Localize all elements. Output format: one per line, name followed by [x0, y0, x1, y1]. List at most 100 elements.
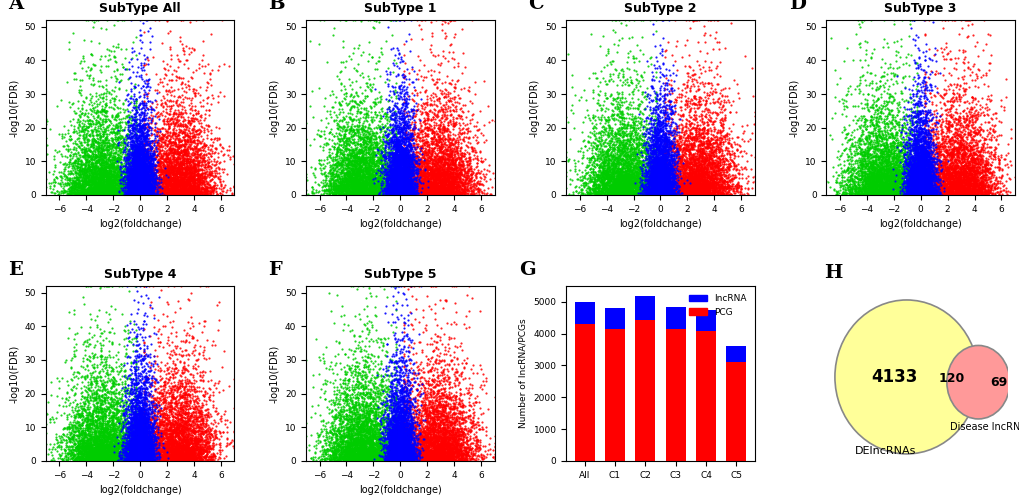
Point — [969, 152, 985, 160]
Point — [914, 181, 930, 189]
Point — [693, 168, 709, 176]
Point — [651, 180, 667, 188]
Point — [684, 184, 700, 192]
Point — [82, 190, 98, 198]
Point — [479, 446, 495, 454]
Point — [441, 181, 458, 189]
Point — [131, 181, 148, 189]
Point — [359, 445, 375, 453]
Point — [185, 442, 202, 450]
Point — [149, 444, 165, 452]
Point — [895, 150, 911, 158]
Point — [713, 122, 730, 130]
Point — [338, 189, 355, 197]
Point — [176, 358, 193, 366]
Point — [389, 162, 406, 170]
Point — [857, 132, 873, 140]
Point — [339, 176, 356, 184]
Point — [390, 450, 407, 458]
Point — [949, 189, 965, 197]
Point — [673, 154, 689, 162]
Point — [428, 452, 444, 460]
Point — [880, 180, 897, 188]
Point — [327, 359, 343, 367]
Point — [919, 168, 935, 176]
Point — [877, 101, 894, 109]
Point — [470, 421, 486, 429]
Point — [401, 437, 418, 445]
Point — [98, 112, 114, 120]
Point — [871, 183, 888, 191]
Point — [923, 177, 940, 185]
Point — [334, 190, 351, 198]
Point — [139, 419, 155, 427]
Point — [953, 151, 969, 159]
Point — [981, 129, 998, 137]
Point — [391, 182, 408, 190]
Point — [384, 426, 400, 434]
Point — [675, 176, 691, 184]
Point — [129, 171, 146, 179]
Point — [172, 435, 189, 443]
Point — [135, 140, 151, 148]
Point — [327, 412, 343, 420]
Point — [649, 167, 665, 175]
Point — [125, 154, 142, 162]
Point — [913, 190, 929, 198]
Point — [672, 169, 688, 177]
Point — [989, 173, 1006, 181]
Point — [875, 16, 892, 24]
Point — [414, 158, 430, 166]
Point — [157, 185, 173, 193]
Point — [391, 449, 408, 457]
Point — [905, 163, 921, 171]
Point — [958, 164, 974, 172]
Point — [916, 189, 932, 197]
Point — [387, 185, 404, 193]
Point — [128, 410, 145, 418]
Point — [425, 110, 441, 118]
Point — [136, 157, 152, 165]
Point — [568, 175, 584, 183]
Point — [415, 452, 431, 460]
Point — [903, 191, 919, 199]
Point — [918, 158, 934, 166]
Point — [409, 449, 425, 457]
Point — [435, 418, 451, 426]
Point — [165, 119, 181, 127]
Point — [147, 454, 163, 462]
Point — [559, 51, 576, 59]
Point — [433, 174, 449, 182]
Point — [360, 453, 376, 461]
Point — [384, 169, 400, 177]
Point — [649, 136, 665, 144]
Point — [171, 180, 187, 188]
Point — [860, 172, 876, 180]
Point — [355, 456, 371, 464]
Point — [934, 187, 951, 195]
Point — [369, 182, 385, 190]
Point — [346, 144, 363, 152]
Point — [945, 89, 961, 97]
Point — [908, 174, 924, 182]
Point — [916, 73, 932, 81]
Point — [955, 183, 971, 191]
Point — [82, 182, 98, 190]
Point — [693, 141, 709, 149]
Point — [475, 409, 491, 417]
Point — [94, 380, 110, 388]
Point — [416, 427, 432, 435]
Point — [70, 441, 87, 449]
Point — [158, 407, 174, 415]
Point — [351, 452, 367, 460]
Point — [876, 150, 893, 158]
Point — [690, 157, 706, 165]
Point — [903, 185, 919, 193]
Point — [122, 149, 139, 157]
Point — [694, 185, 710, 193]
Point — [887, 181, 903, 189]
Point — [373, 178, 389, 186]
Point — [156, 410, 172, 418]
Point — [89, 113, 105, 121]
Point — [703, 188, 719, 196]
